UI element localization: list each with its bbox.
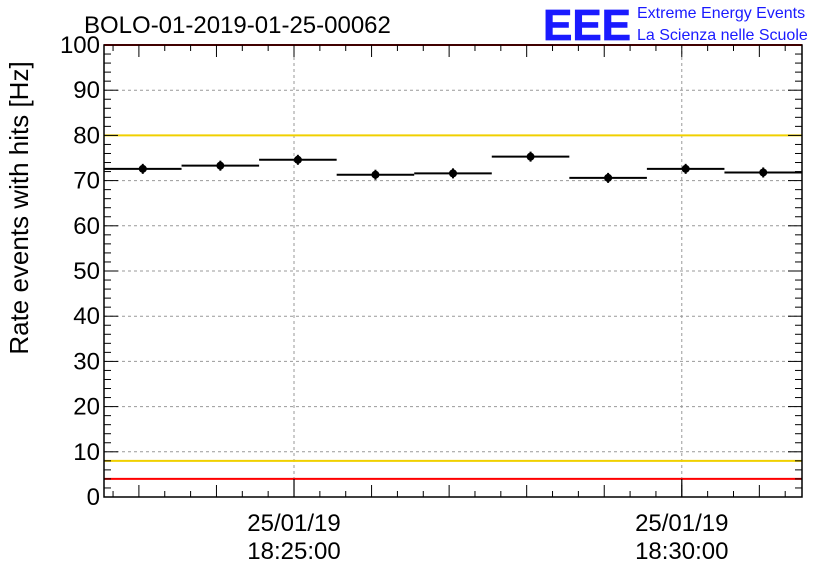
eee-logo: EEE (543, 1, 631, 50)
data-point (216, 161, 225, 170)
y-tick-label: 80 (73, 122, 100, 149)
logo-subtitle-line1: Extreme Energy Events (637, 5, 805, 22)
y-tick-label: 90 (73, 77, 100, 104)
y-tick-label: 30 (73, 348, 100, 375)
data-point (371, 170, 380, 179)
y-tick-label: 50 (73, 258, 100, 285)
y-tick-label: 70 (73, 168, 100, 195)
y-tick-label: 20 (73, 394, 100, 421)
run-title: BOLO-01-2019-01-25-00062 (84, 12, 391, 39)
data-point (681, 164, 690, 173)
logo-subtitle-line2: La Scienza nelle Scuole (637, 27, 808, 44)
data-point (449, 169, 457, 178)
x-tick-label-date: 25/01/19 (247, 510, 340, 537)
data-point (526, 152, 535, 161)
data-point (759, 168, 768, 177)
x-tick-label-date: 25/01/19 (635, 510, 728, 537)
data-point (293, 155, 302, 164)
y-tick-label: 0 (87, 484, 100, 511)
y-tick-label: 40 (73, 303, 100, 330)
data-series (104, 151, 802, 183)
y-tick-label: 100 (60, 32, 100, 59)
axes (103, 44, 803, 498)
y-axis-label: Rate events with hits [Hz] (4, 61, 34, 354)
tick-labels: 010203040506070809010025/01/1918:25:0025… (60, 32, 729, 565)
x-tick-label-time: 18:25:00 (247, 538, 340, 565)
data-point (138, 164, 147, 173)
data-point (604, 173, 613, 182)
x-tick-label-time: 18:30:00 (635, 538, 728, 565)
y-tick-label: 60 (73, 213, 100, 240)
y-tick-label: 10 (73, 439, 100, 466)
